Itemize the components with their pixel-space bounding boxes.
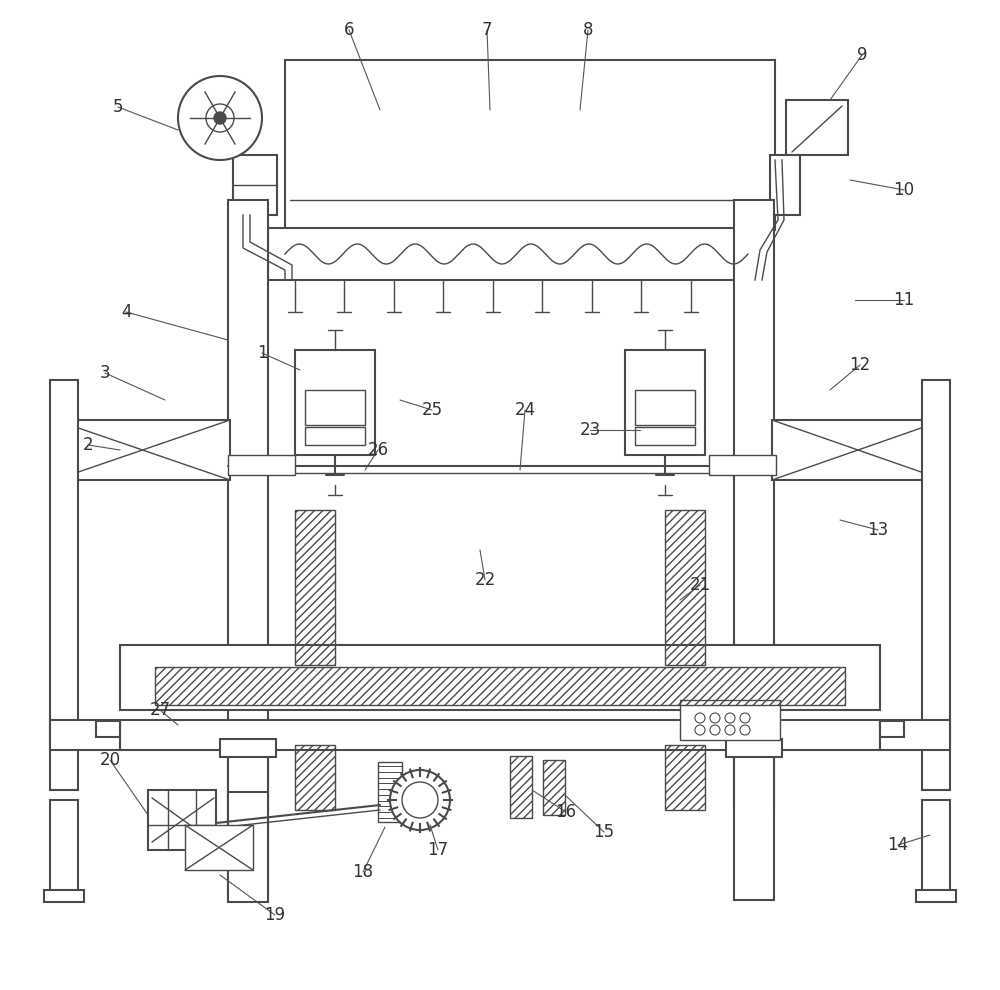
Bar [922,380,950,790]
Text: 12: 12 [849,356,871,374]
Bar [155,667,845,705]
Text: 14: 14 [887,836,909,854]
Text: 16: 16 [555,803,577,821]
Bar [228,755,268,900]
Bar [148,790,216,850]
Bar [625,350,705,455]
Bar [185,825,253,870]
Bar [709,455,776,475]
Text: 18: 18 [352,863,374,881]
Text: 17: 17 [427,841,449,859]
Text: 23: 23 [579,421,601,439]
Text: 13: 13 [867,521,889,539]
Bar [786,100,848,155]
Text: 15: 15 [593,823,615,841]
Bar [880,720,950,750]
Bar [228,455,295,475]
Bar [680,700,780,740]
Text: 1: 1 [257,344,267,362]
Bar [635,427,695,445]
Text: 24: 24 [514,401,536,419]
Text: 21: 21 [689,576,711,594]
Bar [665,510,705,665]
Text: 11: 11 [893,291,915,309]
Bar [880,721,904,737]
Bar [305,390,365,425]
Bar [55,420,230,480]
Text: 27: 27 [149,701,171,719]
Text: 25: 25 [421,401,443,419]
Text: 10: 10 [893,181,915,199]
Bar [268,228,768,280]
Text: 4: 4 [121,303,131,321]
Bar [50,380,78,790]
Text: 8: 8 [583,21,593,39]
Bar [120,720,880,750]
Bar [635,390,695,425]
Bar [295,745,335,810]
Circle shape [740,725,750,735]
Circle shape [725,725,735,735]
Circle shape [178,76,262,160]
Text: 2: 2 [83,436,93,454]
Bar [285,60,775,230]
Bar [916,890,956,902]
Text: 6: 6 [344,21,354,39]
Bar [50,720,120,750]
Bar [726,739,782,757]
Text: 22: 22 [474,571,496,589]
Text: 5: 5 [113,98,123,116]
Bar [543,760,565,815]
Text: 3: 3 [100,364,110,382]
Bar [378,762,402,822]
Bar [305,427,365,445]
Text: 7: 7 [482,21,492,39]
Circle shape [710,725,720,735]
Circle shape [725,713,735,723]
Bar [734,200,774,810]
Bar [220,739,276,757]
Bar [233,155,277,215]
Circle shape [695,713,705,723]
Circle shape [214,112,226,124]
Circle shape [206,104,234,132]
Bar [922,800,950,900]
Text: 9: 9 [857,46,867,64]
Bar [228,792,268,902]
Bar [665,745,705,810]
Bar [44,890,84,902]
Bar [50,800,78,900]
Bar [772,420,944,480]
Bar [295,510,335,665]
Bar [96,721,120,737]
Circle shape [695,725,705,735]
Circle shape [710,713,720,723]
Bar [770,155,800,215]
Text: 20: 20 [99,751,121,769]
Bar [120,645,880,710]
Bar [295,350,375,455]
Bar [228,200,268,810]
Circle shape [402,782,438,818]
Bar [510,756,532,818]
Bar [734,755,774,900]
Circle shape [740,713,750,723]
Circle shape [390,770,450,830]
Text: 26: 26 [367,441,389,459]
Text: 19: 19 [264,906,286,924]
